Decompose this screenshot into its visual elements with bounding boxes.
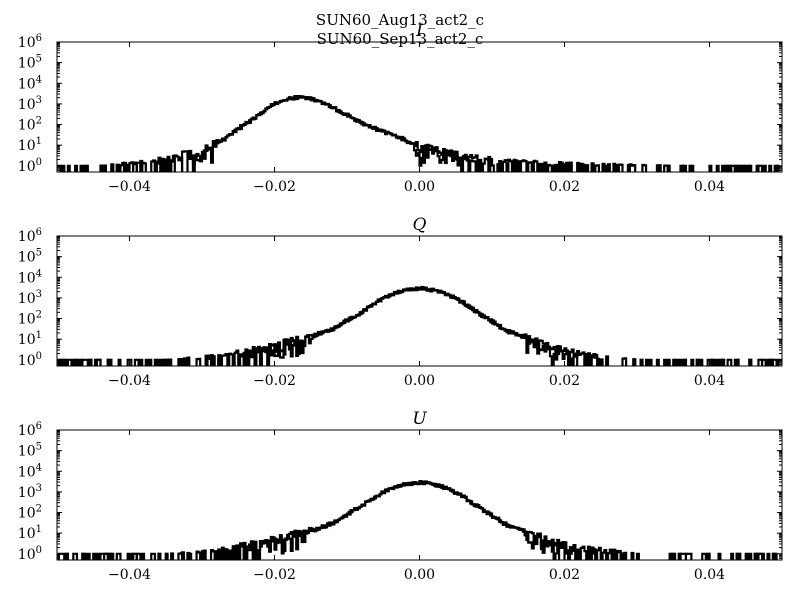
y-tick-label: 102 [18, 504, 42, 522]
panel-u: U −0.04 −0.02 0.00 0.02 0.04 100 101 102 103 104 10… [18, 409, 783, 583]
histogram-series-2 [57, 285, 775, 366]
y-tick-label: 103 [18, 483, 42, 501]
y-tick-label: 104 [18, 268, 42, 286]
histogram-series-1 [57, 480, 778, 560]
y-tick-label: 102 [18, 310, 42, 328]
y-tick-label: 104 [18, 462, 42, 480]
histogram-series-2 [57, 95, 780, 172]
x-tick-label: 0.02 [549, 179, 580, 195]
figure-title-2: SUN60_Sep13_act2_c [316, 30, 484, 48]
histogram-series-2 [64, 480, 776, 560]
x-tick-label: 0.00 [404, 373, 435, 389]
y-tick-label: 101 [18, 524, 42, 542]
panel-title: U [412, 409, 427, 429]
x-tick-label: 0.02 [549, 567, 580, 583]
x-tick-label: 0.04 [694, 373, 725, 389]
x-tick-label: 0.02 [549, 373, 580, 389]
histogram-series-1 [59, 286, 782, 366]
y-tick-label: 106 [18, 421, 42, 439]
y-tick-label: 106 [18, 33, 42, 51]
panel-i: I −0.04 −0.02 0.00 0.02 0.04 100 101 102 103 104 10… [18, 21, 783, 195]
x-tick-label: −0.02 [253, 179, 296, 195]
y-tick-label: 103 [18, 289, 42, 307]
y-tick-label: 106 [18, 227, 42, 245]
x-tick-label: −0.04 [108, 567, 151, 583]
x-tick-label: 0.00 [404, 567, 435, 583]
y-tick-label: 105 [18, 54, 42, 72]
y-tick-label: 102 [18, 116, 42, 134]
figure-title-1: SUN60_Aug13_act2_c [315, 11, 485, 29]
y-tick-label: 100 [18, 351, 42, 369]
axes-frame [56, 235, 783, 367]
panel-title: I [415, 21, 423, 41]
y-tick-label: 105 [18, 248, 42, 266]
y-tick-label: 105 [18, 442, 42, 460]
x-tick-label: −0.04 [108, 373, 151, 389]
x-tick-label: −0.04 [108, 179, 151, 195]
axes-frame [56, 429, 783, 561]
y-tick-label: 104 [18, 74, 42, 92]
y-tick-label: 100 [18, 545, 42, 563]
panel-title: Q [413, 215, 427, 235]
y-tick-label: 101 [18, 136, 42, 154]
panel-q: Q −0.04 −0.02 0.00 0.02 0.04 100 101 102 103 104 10… [18, 215, 783, 389]
y-tick-label: 103 [18, 95, 42, 113]
x-tick-label: −0.02 [253, 567, 296, 583]
x-tick-label: 0.04 [694, 179, 725, 195]
y-tick-label: 101 [18, 330, 42, 348]
y-tick-label: 100 [18, 157, 42, 175]
x-tick-label: −0.02 [253, 373, 296, 389]
x-tick-label: 0.04 [694, 567, 725, 583]
x-tick-label: 0.00 [404, 179, 435, 195]
